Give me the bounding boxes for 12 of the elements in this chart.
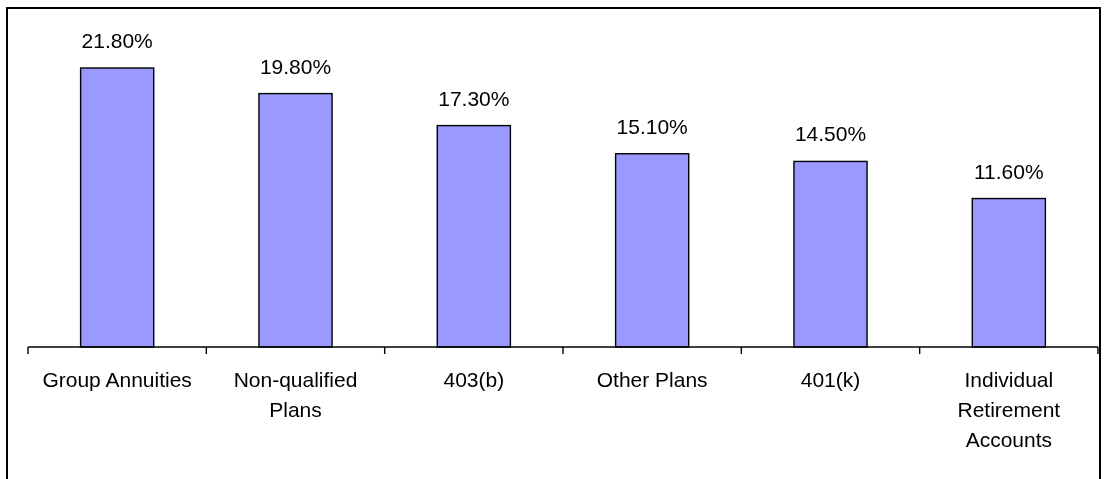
data-label: 19.80% — [259, 54, 332, 78]
x-tick-label: 403(b) — [443, 368, 505, 391]
data-label: 11.60% — [974, 159, 1044, 183]
x-tick-label: Other Plans — [596, 368, 708, 391]
x-tick-label: Individual Retirement Accounts — [957, 368, 1061, 451]
data-label: 15.10% — [616, 114, 688, 138]
x-tick-label: Non-qualified Plans — [233, 368, 358, 421]
x-tick-label: Group Annuities — [42, 368, 192, 391]
data-label: 17.30% — [438, 86, 510, 110]
x-tick-label: 401(k) — [800, 368, 861, 391]
data-label: 14.50% — [794, 122, 867, 146]
data-label: 21.80% — [81, 29, 153, 52]
